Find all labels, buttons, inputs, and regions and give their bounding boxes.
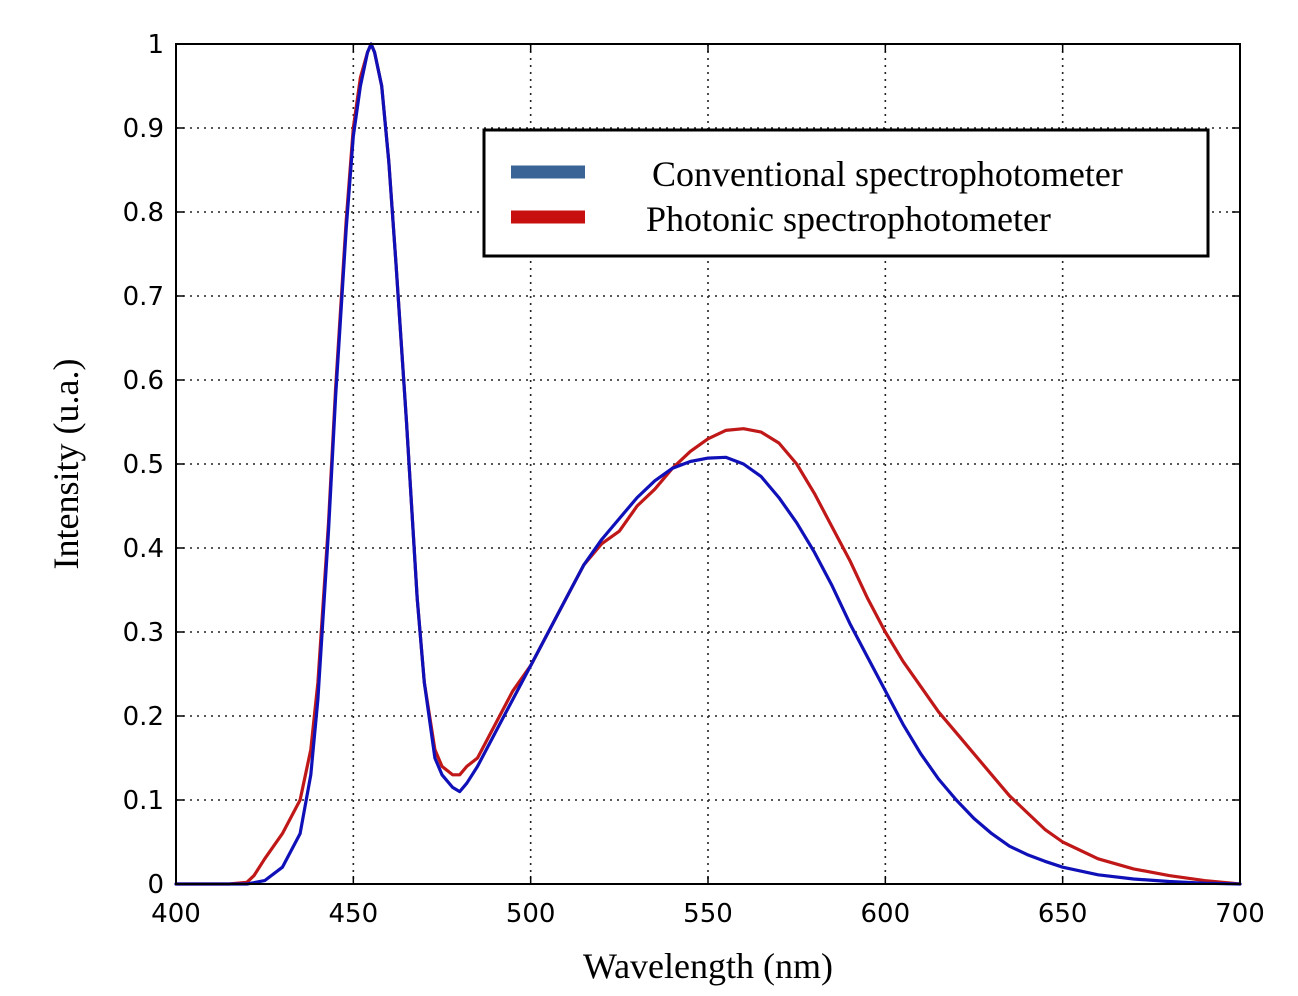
x-axis-title: Wavelength (nm) <box>583 946 833 986</box>
tick-labels: 400 450 500 550 600 650 700 0 0.1 0.2 0.3 0.4 0.5 0.6… <box>123 30 1265 929</box>
x-tick-label: 650 <box>1038 899 1088 929</box>
y-tick-label: 1 <box>147 30 164 60</box>
y-tick-label: 0.9 <box>123 114 164 144</box>
y-tick-label: 0.7 <box>123 282 164 312</box>
legend-box <box>482 128 1210 258</box>
y-tick-label: 0.6 <box>123 366 164 396</box>
axis-ticks <box>175 43 1241 885</box>
y-tick-label: 0.5 <box>123 450 164 480</box>
y-tick-label: 0 <box>147 870 164 900</box>
x-tick-label: 600 <box>861 899 911 929</box>
legend: Conventional spectrophotometer Photonic … <box>482 128 1210 258</box>
y-tick-label: 0.1 <box>123 786 164 816</box>
series-line-conventional <box>174 42 1242 886</box>
x-tick-label: 550 <box>683 899 733 929</box>
x-tick-label: 450 <box>329 899 379 929</box>
y-tick-label: 0.8 <box>123 198 164 228</box>
legend-label-photonic: Photonic spectrophotometer <box>646 199 1051 239</box>
y-tick-label: 0.3 <box>123 618 164 648</box>
y-axis-title: Intensity (u.a.) <box>46 359 86 570</box>
y-tick-label: 0.4 <box>123 534 164 564</box>
legend-label-conventional: Conventional spectrophotometer <box>652 154 1123 194</box>
series-layer <box>174 42 1242 886</box>
x-tick-label: 700 <box>1215 899 1265 929</box>
x-tick-label: 400 <box>151 899 201 929</box>
x-tick-label: 500 <box>506 899 556 929</box>
y-tick-label: 0.2 <box>123 702 164 732</box>
